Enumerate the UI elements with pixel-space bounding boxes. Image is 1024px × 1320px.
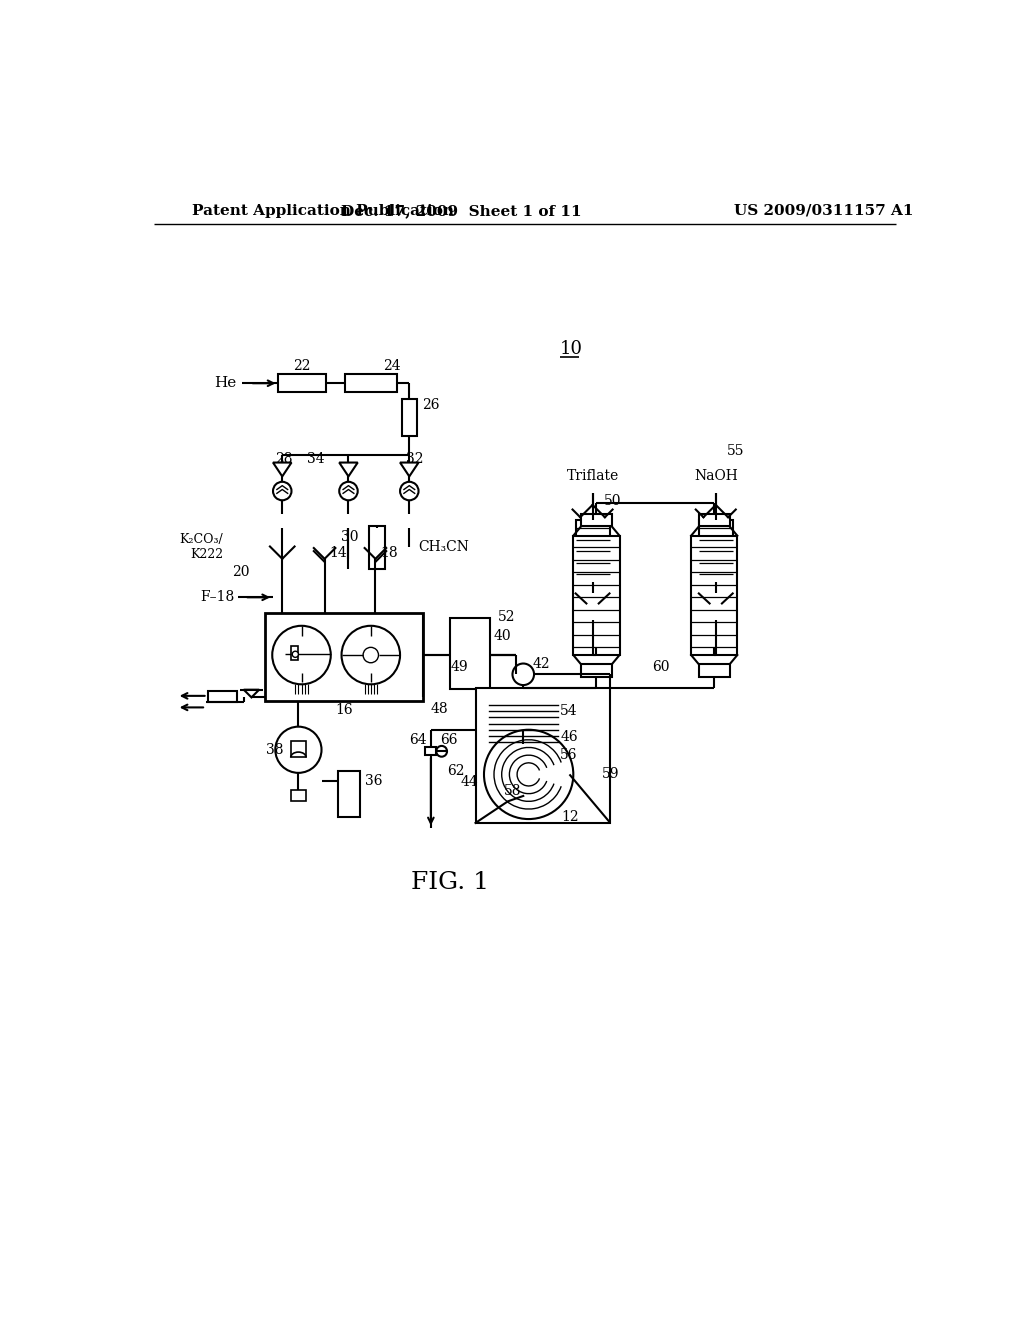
Text: 58: 58 [504,784,521,799]
Bar [698,515,730,527]
Text: US 2009/0311157 A1: US 2009/0311157 A1 [734,203,913,218]
Bar [208,692,237,702]
Text: 34: 34 [307,451,325,466]
Bar [345,374,397,392]
Text: 64: 64 [410,733,427,747]
Text: 56: 56 [560,748,578,762]
Text: 10: 10 [560,341,584,358]
Circle shape [400,482,419,500]
Bar [587,603,599,620]
Circle shape [273,482,292,500]
Text: 24: 24 [384,359,401,374]
Text: 20: 20 [232,565,250,579]
Bar [425,747,436,755]
Text: 60: 60 [652,660,670,673]
Circle shape [339,482,357,500]
Bar [581,515,611,527]
Text: K₂CO₃/
K222: K₂CO₃/ K222 [179,533,223,561]
Bar [265,612,423,701]
Text: Dec. 17, 2009  Sheet 1 of 11: Dec. 17, 2009 Sheet 1 of 11 [341,203,582,218]
Text: 38: 38 [265,743,283,756]
Bar [710,603,722,620]
Text: 28: 28 [275,451,293,466]
Bar [698,520,733,582]
Circle shape [275,726,322,774]
Text: 55: 55 [727,444,744,458]
Text: 16: 16 [335,704,352,718]
Text: 40: 40 [494,628,512,643]
Circle shape [512,664,535,685]
Bar [575,520,609,582]
Text: 54: 54 [560,705,578,718]
Text: 22: 22 [294,359,311,374]
Bar [573,536,620,655]
Bar [691,536,737,655]
Text: 14: 14 [330,545,347,560]
Text: 26: 26 [422,397,439,412]
Bar [339,771,360,817]
Bar [291,789,306,800]
Bar [698,664,730,677]
Circle shape [292,651,298,657]
Bar [279,374,326,392]
Text: 52: 52 [498,610,515,623]
Text: He: He [214,376,236,391]
Bar [291,741,306,758]
Text: CH₃CN: CH₃CN [418,540,469,554]
Bar [291,645,298,660]
Circle shape [342,626,400,684]
Text: 30: 30 [341,531,358,544]
Text: Triflate: Triflate [566,470,618,483]
Text: 42: 42 [532,657,550,672]
Bar [370,527,385,569]
Text: F–18: F–18 [200,590,234,605]
Text: 18: 18 [380,545,397,560]
Text: 66: 66 [440,733,458,747]
Text: Patent Application Publication: Patent Application Publication [193,203,455,218]
Polygon shape [339,462,357,477]
Text: 32: 32 [406,451,423,466]
Polygon shape [400,462,419,477]
Text: 62: 62 [446,763,464,777]
Text: 48: 48 [431,702,449,715]
Text: NaOH: NaOH [694,470,737,483]
Text: FIG. 1: FIG. 1 [411,871,489,894]
Circle shape [436,746,447,756]
Text: 59: 59 [602,767,620,781]
Text: 50: 50 [604,494,622,508]
Circle shape [484,730,573,818]
Polygon shape [244,689,259,697]
Text: 49: 49 [451,660,468,673]
Bar [401,399,417,436]
Bar [451,618,490,689]
Circle shape [364,647,379,663]
Bar [475,688,610,822]
Text: 46: 46 [560,730,578,744]
Circle shape [272,626,331,684]
Bar [581,664,611,677]
Text: 12: 12 [562,809,580,824]
Text: 44: 44 [461,775,478,789]
Polygon shape [273,462,292,477]
Text: 36: 36 [366,774,383,788]
